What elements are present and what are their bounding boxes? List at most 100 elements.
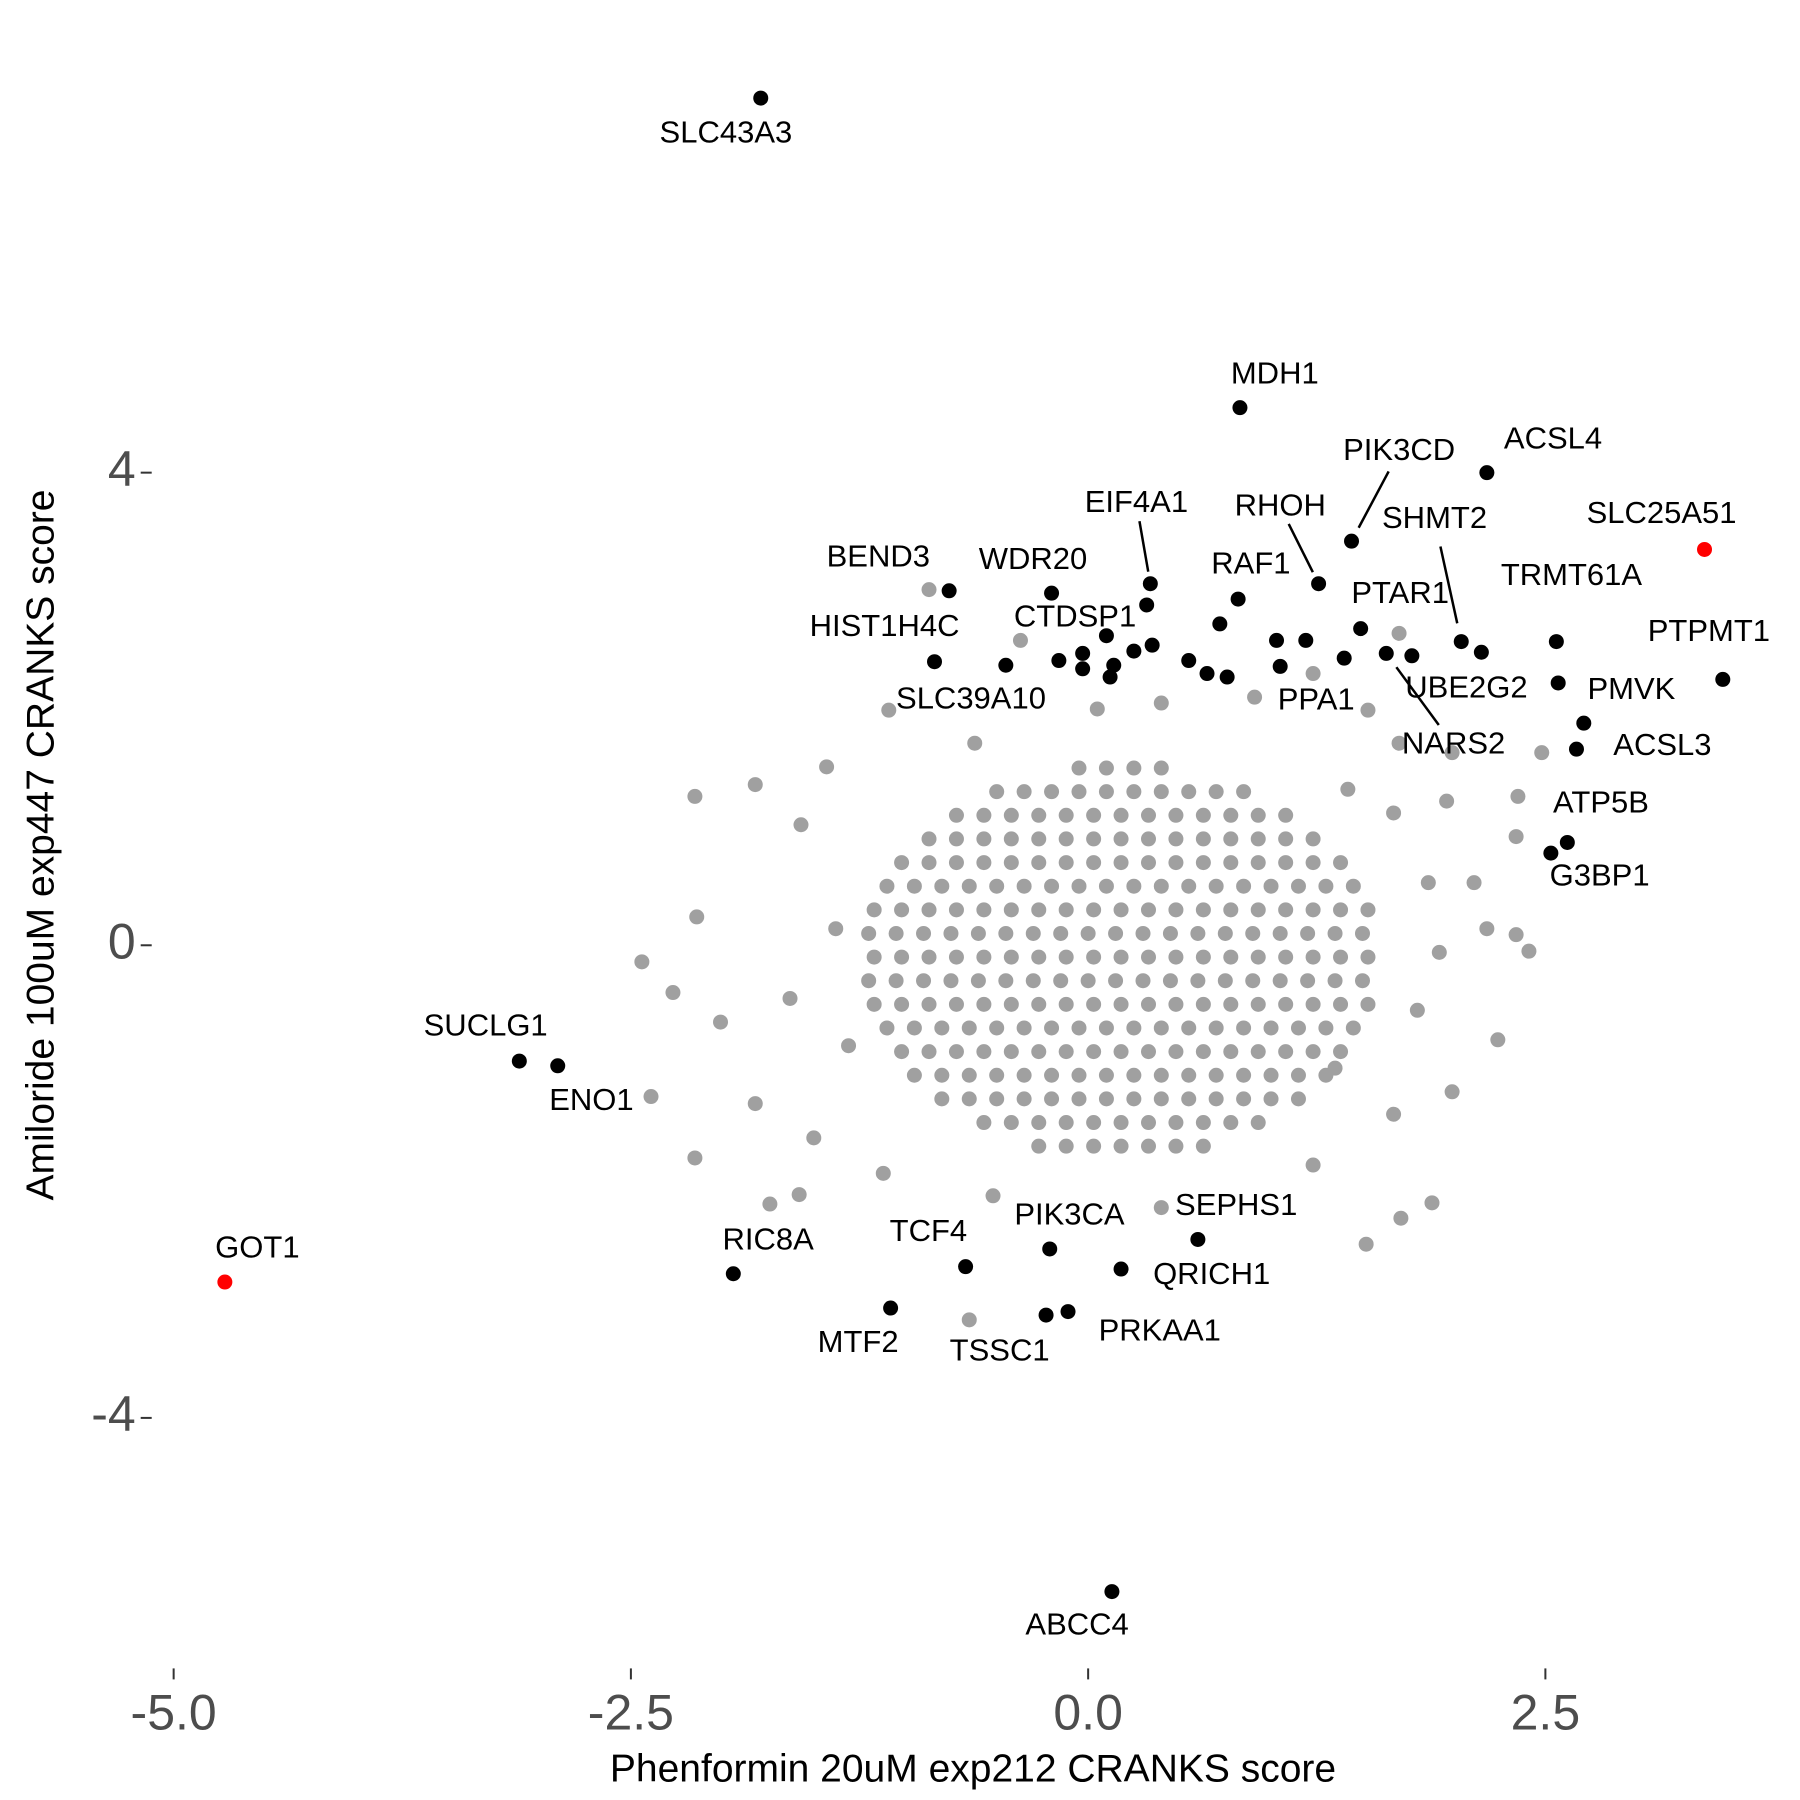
point — [1153, 695, 1169, 711]
x-tick-label: 2.5 — [1511, 1685, 1581, 1741]
point — [1031, 996, 1047, 1012]
point — [1223, 949, 1239, 965]
leader-line — [1138, 521, 1150, 572]
point — [1153, 1067, 1169, 1083]
point — [894, 996, 910, 1012]
point — [948, 831, 964, 847]
point — [1250, 1115, 1266, 1131]
point — [989, 1020, 1005, 1036]
point — [1086, 807, 1102, 823]
point — [1058, 1115, 1074, 1131]
point — [1354, 973, 1370, 989]
point — [1290, 878, 1306, 894]
point — [1311, 576, 1327, 592]
point — [1305, 666, 1321, 682]
point — [998, 925, 1014, 941]
point — [948, 1044, 964, 1060]
point — [1140, 902, 1156, 918]
point — [1142, 576, 1158, 592]
point — [1098, 760, 1114, 776]
point — [1404, 648, 1420, 664]
point — [1333, 996, 1349, 1012]
point — [1272, 658, 1288, 674]
point — [1113, 902, 1129, 918]
point-label: GOT1 — [215, 1230, 299, 1265]
point — [1327, 925, 1343, 941]
point — [1439, 793, 1455, 809]
point — [1444, 1084, 1460, 1100]
point — [1126, 1020, 1142, 1036]
point — [1391, 625, 1407, 641]
point-label: QRICH1 — [1153, 1256, 1270, 1291]
point — [1140, 807, 1156, 823]
point-label: RHOH — [1235, 487, 1326, 522]
point — [1278, 949, 1294, 965]
point-label: PTAR1 — [1351, 575, 1449, 610]
point — [1108, 973, 1124, 989]
point — [1247, 689, 1263, 705]
point — [881, 702, 897, 718]
point-label: TSSC1 — [950, 1332, 1050, 1367]
point — [1113, 807, 1129, 823]
point — [725, 1266, 741, 1282]
point — [1263, 878, 1279, 894]
point — [1208, 1067, 1224, 1083]
point — [961, 1067, 977, 1083]
point — [1345, 1020, 1361, 1036]
point — [1058, 1044, 1074, 1060]
point — [791, 1187, 807, 1203]
point — [1113, 1138, 1129, 1154]
point — [1058, 855, 1074, 871]
point — [1223, 902, 1239, 918]
point — [1031, 855, 1047, 871]
point — [1153, 1200, 1169, 1216]
point — [1075, 661, 1091, 677]
point — [1153, 760, 1169, 776]
point — [1195, 1044, 1211, 1060]
point — [943, 973, 959, 989]
y-tick-label: 0 — [108, 913, 136, 969]
point — [1044, 585, 1060, 601]
point-label: PPA1 — [1278, 681, 1355, 716]
point — [1075, 645, 1091, 661]
point — [1473, 644, 1489, 660]
point — [1003, 855, 1019, 871]
point — [894, 949, 910, 965]
point — [1071, 878, 1087, 894]
point — [819, 759, 835, 775]
point — [1250, 902, 1266, 918]
point — [888, 925, 904, 941]
point — [1466, 875, 1482, 891]
point — [1490, 1032, 1506, 1048]
point-label: NARS2 — [1402, 725, 1505, 760]
point — [1168, 855, 1184, 871]
point-label: HIST1H4C — [810, 608, 960, 643]
point — [1113, 855, 1129, 871]
point — [1272, 925, 1288, 941]
point — [1140, 1115, 1156, 1131]
point — [921, 996, 937, 1012]
point — [1236, 1091, 1252, 1107]
point — [998, 973, 1014, 989]
point — [1559, 834, 1575, 850]
point-label: PIK3CA — [1014, 1197, 1125, 1232]
point — [1318, 1020, 1334, 1036]
point — [1086, 831, 1102, 847]
point-label: ACSL3 — [1613, 727, 1711, 762]
point — [1217, 973, 1233, 989]
point — [1086, 855, 1102, 871]
point — [1126, 1091, 1142, 1107]
point — [961, 878, 977, 894]
point — [985, 1188, 1001, 1204]
point — [1278, 855, 1294, 871]
point-label: ABCC4 — [1025, 1607, 1128, 1642]
point — [1016, 1067, 1032, 1083]
point — [888, 973, 904, 989]
point — [1219, 669, 1235, 685]
point — [1113, 949, 1129, 965]
point — [713, 1014, 729, 1030]
point — [1548, 634, 1564, 650]
point — [1086, 1044, 1102, 1060]
point — [1140, 1138, 1156, 1154]
